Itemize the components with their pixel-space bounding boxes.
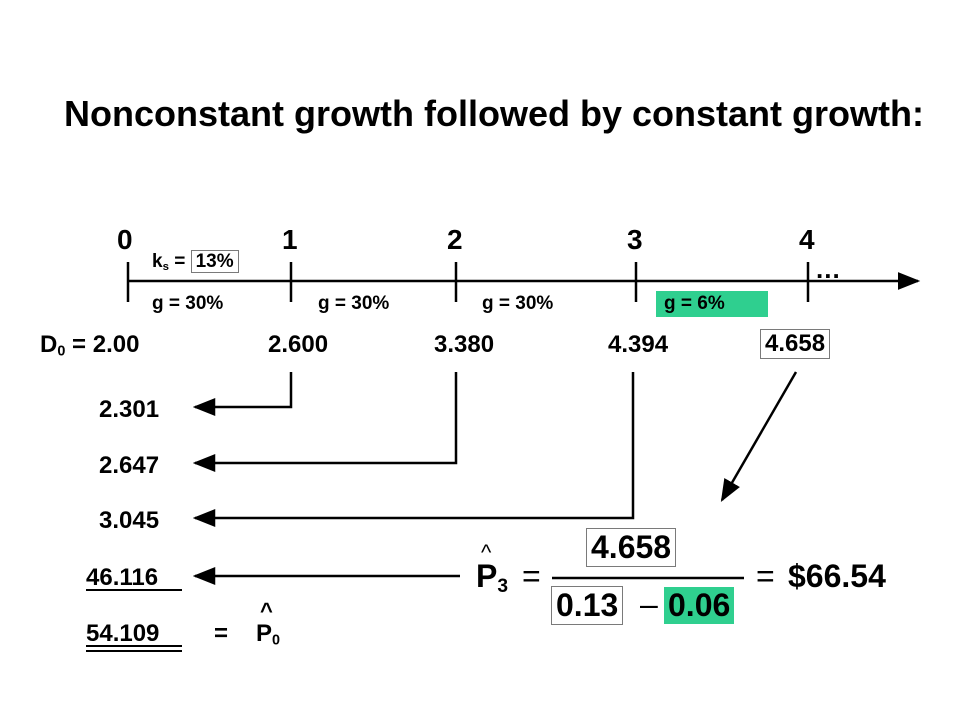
terminal-value-arrow <box>720 371 798 502</box>
formula-den-right: 0.06 <box>664 587 735 624</box>
growth-rate-2: g = 30% <box>318 293 390 314</box>
dividend-3: 4.394 <box>608 331 669 358</box>
pv-2: 2.647 <box>99 452 160 479</box>
growth-rate-4: g = 6% <box>656 291 768 317</box>
d0-subscript: 0 <box>57 343 66 360</box>
growth-rate-3: g = 30% <box>482 293 554 314</box>
formula-minus: – <box>640 586 658 622</box>
ks-symbol: k <box>152 251 163 272</box>
total-equals: = <box>214 620 229 647</box>
formula-result: $66.54 <box>788 558 886 594</box>
discount-arrow-3 <box>192 372 635 527</box>
dividend-1: 2.600 <box>268 331 329 358</box>
ellipsis: ... <box>816 254 841 284</box>
ks-equals: = <box>174 251 186 272</box>
d0-symbol: D <box>40 331 58 358</box>
period-3: 3 <box>627 224 643 255</box>
pv-terminal: 46.116 <box>86 564 159 591</box>
pv-1: 2.301 <box>99 396 160 423</box>
p3-subscript: 3 <box>497 575 509 597</box>
p0-subscript: 0 <box>272 632 281 649</box>
period-4: 4 <box>799 224 815 255</box>
p3-hat: ^ <box>481 540 492 565</box>
p0-hat: ^ <box>260 598 273 623</box>
formula-equals-2: = <box>756 558 775 594</box>
formula-den-left: 0.13 <box>551 586 624 625</box>
total-value: 54.109 <box>86 620 160 647</box>
p3-symbol: P <box>476 558 498 594</box>
d0-value: = 2.00 <box>72 331 140 358</box>
discount-arrow-2 <box>192 372 458 472</box>
dividend-0: D0 = 2.00 <box>40 331 139 360</box>
ks-value: 13% <box>190 250 239 273</box>
growth-rate-1: g = 30% <box>152 293 224 314</box>
dividend-2: 3.380 <box>434 331 495 358</box>
p0-label: P0 <box>256 620 280 649</box>
period-1: 1 <box>282 224 298 255</box>
period-2: 2 <box>447 224 463 255</box>
formula-equals-1: = <box>522 558 541 594</box>
pv-3: 3.045 <box>99 507 160 534</box>
ks-subscript: s <box>162 260 169 273</box>
formula-numerator: 4.658 <box>586 528 677 567</box>
p3-label: P3 <box>476 558 508 598</box>
required-return-label: ks = 13% <box>152 250 239 273</box>
discount-arrow-1 <box>192 372 293 416</box>
period-0: 0 <box>117 224 133 255</box>
dividend-4: 4.658 <box>760 329 831 359</box>
slide-title: Nonconstant growth followed by constant … <box>64 93 924 134</box>
p0-symbol: P <box>256 620 273 647</box>
